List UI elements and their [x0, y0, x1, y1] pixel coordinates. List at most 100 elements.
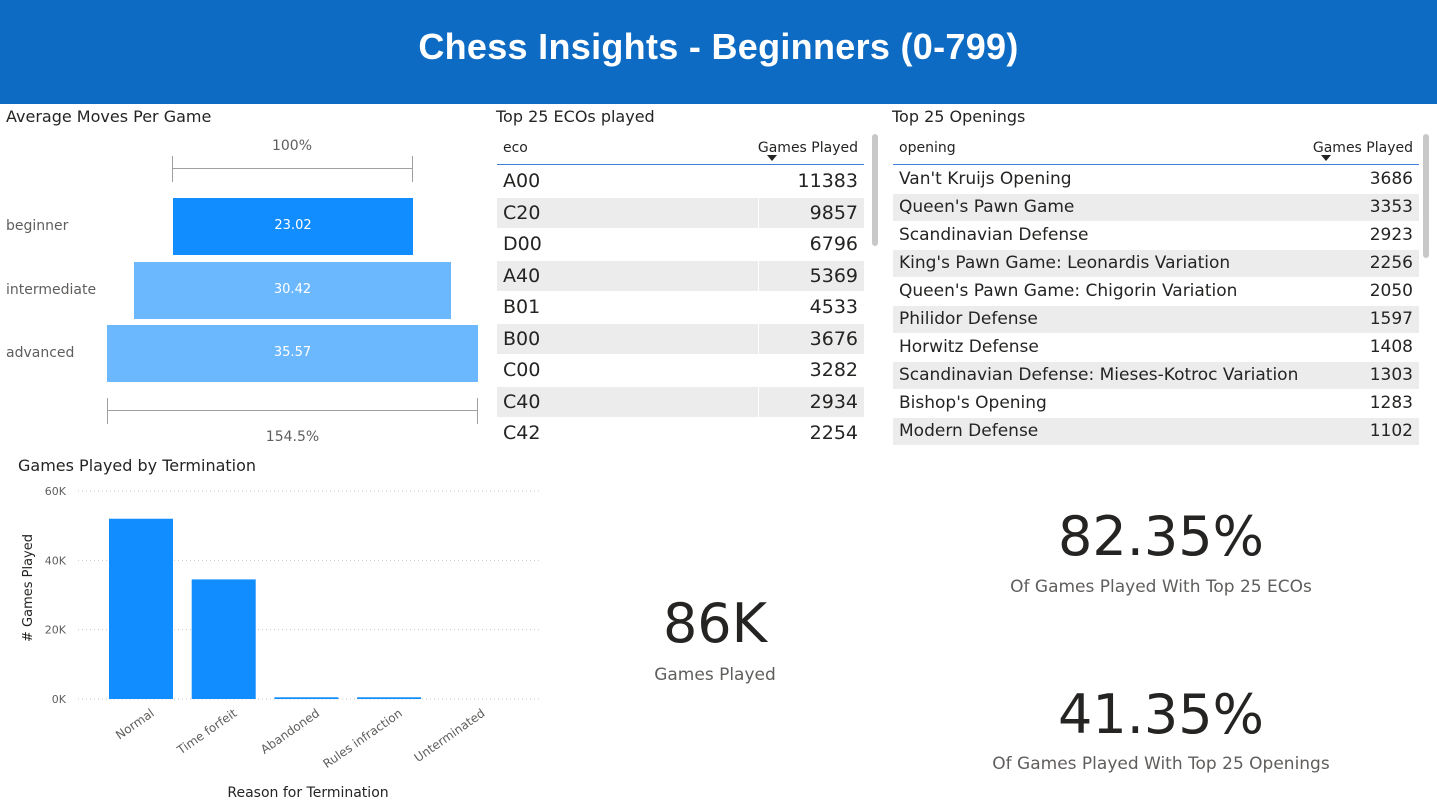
- eco-name-cell: C20: [503, 201, 541, 224]
- openings-name-cell: Van't Kruijs Opening: [899, 169, 1072, 189]
- openings-games-played-cell: 2256: [1369, 253, 1413, 273]
- eco-games-played-cell: 6796: [809, 233, 858, 255]
- openings-table-row[interactable]: Horwitz Defense 1408: [893, 333, 1419, 361]
- eco-table-row[interactable]: C40 2934: [497, 385, 864, 417]
- eco-games-played-cell: 3676: [809, 327, 858, 350]
- eco-table-row[interactable]: C20 9857: [497, 196, 864, 228]
- y-tick-label: 0K: [52, 693, 67, 706]
- openings-table-row[interactable]: Queen's Pawn Game 3353: [893, 193, 1419, 221]
- funnel-value-intermediate: 30.42: [273, 282, 312, 297]
- column-divider: [758, 355, 759, 386]
- funnel-top-bracket-right: [412, 156, 413, 182]
- x-tick-label: Normal: [113, 706, 157, 742]
- openings-games-played-column-header[interactable]: Games Played: [1312, 140, 1413, 156]
- funnel-top-percent: 100%: [271, 138, 313, 154]
- eco-name-cell: C42: [503, 422, 541, 444]
- eco-table-row[interactable]: C00 3282: [497, 354, 864, 386]
- eco-table-header: eco Games Played: [497, 134, 864, 165]
- funnel-top-bracket: [172, 168, 412, 169]
- eco-name-cell: B01: [503, 296, 541, 318]
- x-tick-label: Abandoned: [258, 706, 322, 757]
- funnel-top-bracket-left: [172, 156, 173, 182]
- x-tick-label: Rules infraction: [320, 706, 404, 771]
- eco-table-row[interactable]: A00 11383: [497, 165, 864, 197]
- bar-normal[interactable]: [109, 518, 173, 699]
- openings-table-row[interactable]: Queen's Pawn Game: Chigorin Variation 205…: [893, 277, 1419, 305]
- openings-table-row[interactable]: Bishop's Opening 1283: [893, 389, 1419, 417]
- bar-abandoned[interactable]: [274, 697, 339, 699]
- kpi-top25-ecos-label: Of Games Played With Top 25 ECOs: [1010, 577, 1312, 597]
- openings-table-row[interactable]: Scandinavian Defense 2923: [893, 221, 1419, 249]
- column-divider: [758, 166, 759, 197]
- column-divider: [758, 323, 759, 354]
- sort-descending-icon[interactable]: [767, 155, 777, 161]
- openings-table-row[interactable]: Philidor Defense 1597: [893, 305, 1419, 333]
- openings-name-cell: Bishop's Opening: [899, 393, 1047, 413]
- eco-table-row[interactable]: C42 2254: [497, 417, 864, 449]
- eco-name-cell: C00: [503, 359, 541, 381]
- openings-name-cell: King's Pawn Game: Leonardis Variation: [899, 253, 1231, 273]
- funnel-label-advanced: advanced: [6, 345, 75, 361]
- y-tick-label: 20K: [45, 624, 67, 637]
- openings-games-played-cell: 1283: [1369, 393, 1413, 413]
- openings-name-cell: Queen's Pawn Game: Chigorin Variation: [899, 281, 1238, 301]
- openings-games-played-cell: 1303: [1369, 365, 1413, 385]
- bar-rules-infraction[interactable]: [357, 697, 422, 699]
- funnel-bottom-bracket-left: [107, 398, 108, 424]
- openings-name-cell: Scandinavian Defense: [899, 225, 1089, 245]
- funnel-visual[interactable]: Average Moves Per Game 100% beginner 23.…: [0, 104, 490, 454]
- eco-games-played-cell: 9857: [809, 201, 858, 224]
- openings-table[interactable]: opening Games Played Van't Kruijs Openin…: [893, 134, 1419, 446]
- eco-table-row[interactable]: A40 5369: [497, 259, 864, 291]
- kpi-games-played-value: 86K: [662, 592, 768, 655]
- openings-table-title: Top 25 Openings: [892, 107, 1026, 126]
- eco-table-row[interactable]: B00 3676: [497, 322, 864, 354]
- y-tick-label: 60K: [45, 485, 67, 498]
- funnel-title: Average Moves Per Game: [6, 107, 212, 126]
- column-divider: [758, 386, 759, 417]
- bar-chart-title: Games Played by Termination: [18, 456, 257, 475]
- kpi-games-played-label: Games Played: [654, 665, 776, 685]
- eco-table-title: Top 25 ECOs played: [496, 107, 655, 126]
- openings-games-played-cell: 2050: [1369, 281, 1413, 301]
- eco-column-header[interactable]: eco: [503, 140, 528, 156]
- eco-table-scrollbar[interactable]: [872, 134, 878, 246]
- x-tick-label: Time forfeit: [174, 706, 240, 758]
- funnel-bottom-bracket: [107, 410, 478, 411]
- eco-games-played-cell: 5369: [809, 264, 858, 287]
- openings-table-row[interactable]: Van't Kruijs Opening 3686: [893, 165, 1419, 193]
- openings-games-played-cell: 1597: [1369, 309, 1413, 329]
- eco-table-row[interactable]: D00 6796: [497, 228, 864, 260]
- openings-table-header: opening Games Played: [893, 134, 1419, 165]
- eco-table[interactable]: eco Games Played A00 11383 C20 9857 D00 6796 A…: [497, 134, 864, 452]
- kpi-top25-openings-value: 41.35%: [1058, 683, 1264, 746]
- sort-descending-icon[interactable]: [1321, 155, 1331, 161]
- opening-column-header[interactable]: opening: [899, 140, 956, 156]
- eco-games-played-cell: 2254: [809, 422, 858, 444]
- openings-games-played-cell: 3353: [1369, 197, 1413, 217]
- termination-bar-chart[interactable]: 0K 20K 40K 60K Normal Time forfeit AbandonedRu…: [0, 478, 560, 807]
- column-divider: [758, 260, 759, 291]
- funnel-bar-intermediate[interactable]: 30.42: [134, 262, 451, 319]
- openings-table-scrollbar[interactable]: [1423, 134, 1429, 258]
- openings-games-played-cell: 3686: [1369, 169, 1413, 189]
- funnel-bottom-percent: 154.5%: [265, 429, 320, 445]
- column-divider: [758, 229, 759, 260]
- openings-name-cell: Scandinavian Defense: Mieses-Kotroc Vari…: [899, 365, 1299, 385]
- kpi-top25-ecos-value: 82.35%: [1058, 505, 1264, 568]
- y-tick-label: 40K: [45, 554, 67, 567]
- column-divider: [758, 292, 759, 323]
- eco-games-played-column-header[interactable]: Games Played: [757, 140, 858, 156]
- eco-games-played-cell: 4533: [809, 296, 858, 318]
- funnel-bar-advanced[interactable]: 35.57: [107, 325, 478, 382]
- bar-time-forfeit[interactable]: [191, 579, 256, 699]
- openings-name-cell: Horwitz Defense: [899, 337, 1039, 357]
- eco-games-played-cell: 11383: [797, 170, 858, 192]
- funnel-bar-beginner[interactable]: 23.02: [173, 198, 413, 255]
- eco-name-cell: D00: [503, 233, 542, 255]
- openings-table-row[interactable]: Modern Defense 1102: [893, 417, 1419, 445]
- openings-table-row[interactable]: Scandinavian Defense: Mieses-Kotroc Vari…: [893, 361, 1419, 389]
- openings-table-row[interactable]: King's Pawn Game: Leonardis Variation 225…: [893, 249, 1419, 277]
- eco-table-row[interactable]: B01 4533: [497, 291, 864, 323]
- openings-name-cell: Modern Defense: [899, 421, 1039, 441]
